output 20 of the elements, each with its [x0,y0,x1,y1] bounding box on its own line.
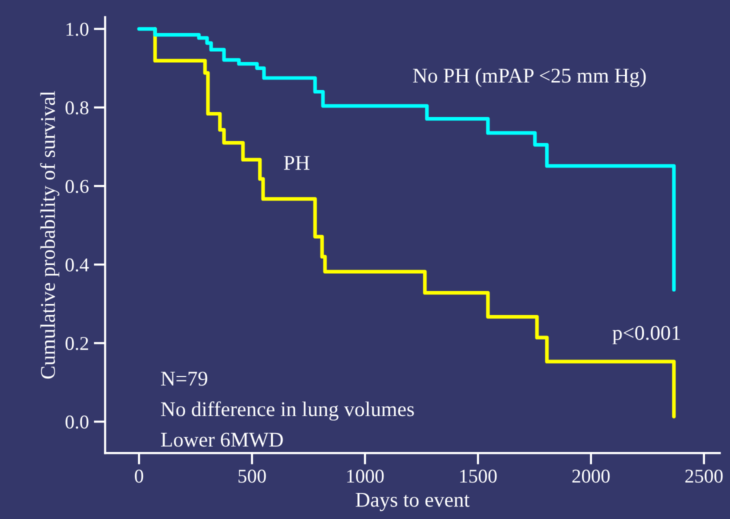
annotation: p<0.001 [612,326,680,344]
y-tick-label: 1.0 [66,22,88,36]
y-tick-label: 0.8 [66,101,88,114]
annotation: Lower 6MWD [161,432,283,447]
annotation: No difference in lung volumes [161,401,414,421]
x-tick-label: 1500 [460,470,497,483]
x-tick-label: 1000 [347,470,384,483]
y-tick-label: 0.6 [66,180,89,194]
y-axis-title: Cumulative probability of survival [40,91,60,379]
x-tick-label: 2500 [685,470,723,483]
y-tick-label: 0.4 [66,258,89,272]
y-tick-label: 0.2 [66,336,88,350]
annotation: N=79 [161,372,208,386]
series-label: PH [284,156,310,170]
x-tick-label: 2000 [572,470,610,483]
x-axis-title: Days to event [356,493,470,512]
series-label: No PH (mPAP <25 mm Hg) [413,68,646,88]
x-tick-label: 0 [134,470,144,483]
y-tick-label: 0.0 [66,415,88,429]
x-tick-label: 500 [238,470,266,483]
